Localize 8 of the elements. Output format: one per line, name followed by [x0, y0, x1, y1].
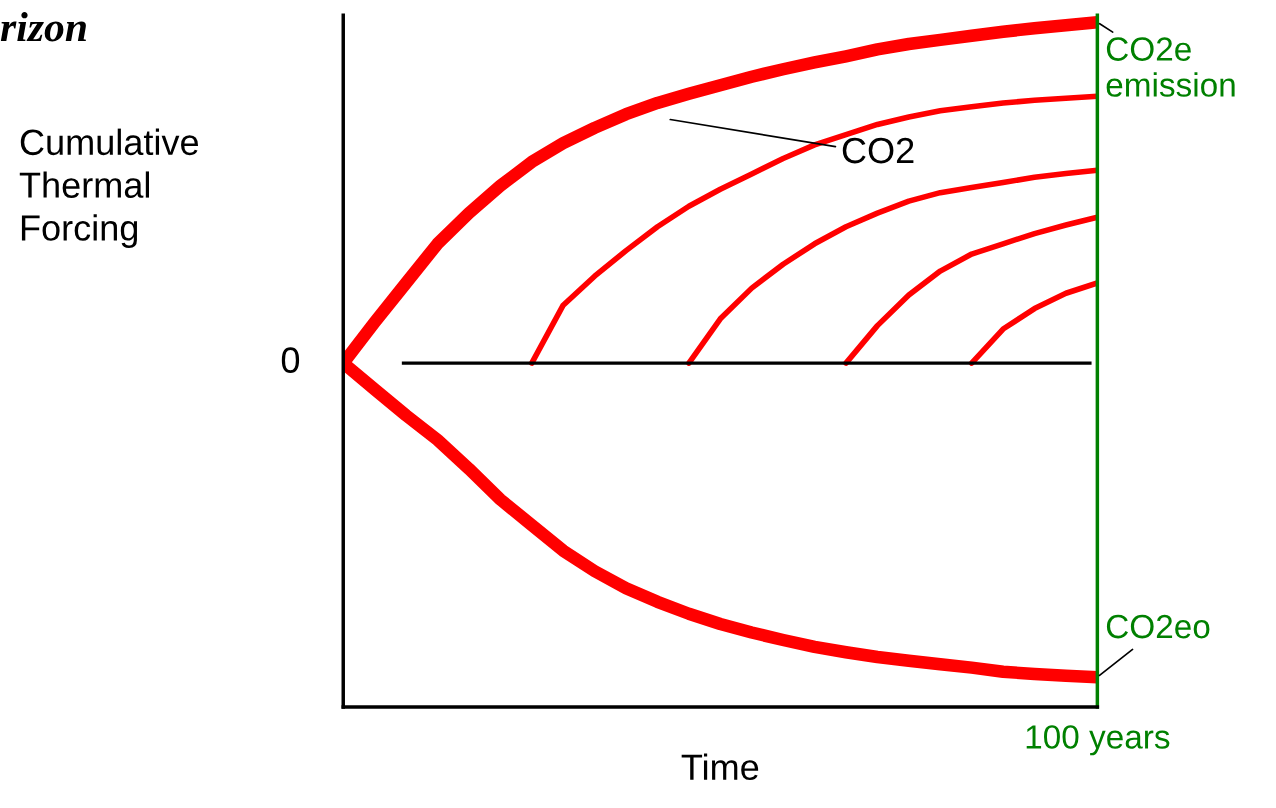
series-label: CO2e emission [1106, 37, 1235, 97]
y-axis-title: Cumulative Thermal Forcing [19, 128, 198, 248]
annotation: CO2 [842, 137, 914, 164]
x-axis-title: Time [681, 753, 759, 781]
series-label: CO2eo [1106, 614, 1210, 639]
chart-title: rizon [0, 12, 86, 42]
text: 0 [281, 347, 300, 373]
text: 100 years [1026, 725, 1170, 756]
